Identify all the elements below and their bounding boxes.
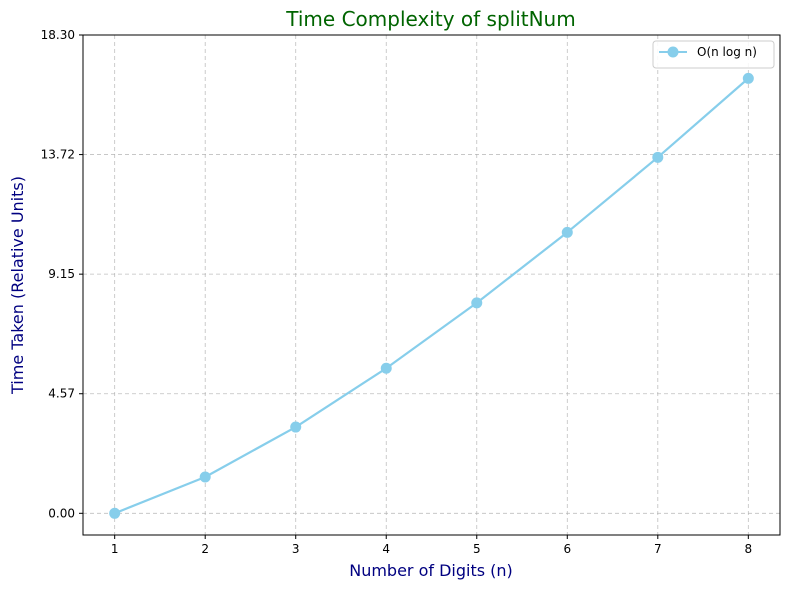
x-axis-ticks: 1 2 3 4 5 6 7 8 — [111, 535, 752, 556]
series-layer — [109, 72, 754, 519]
data-point — [742, 72, 754, 84]
data-point — [471, 297, 483, 309]
y-tick-label: 9.15 — [48, 267, 75, 281]
x-tick-label: 6 — [563, 542, 571, 556]
y-tick-label: 0.00 — [48, 506, 75, 520]
x-tick-label: 3 — [292, 542, 300, 556]
y-axis-label: Time Taken (Relative Units) — [8, 176, 27, 395]
y-tick-label: 13.72 — [41, 148, 75, 162]
x-axis-label: Number of Digits (n) — [349, 561, 513, 580]
series-line — [114, 77, 750, 515]
data-point — [561, 226, 573, 238]
legend-label: O(n log n) — [697, 45, 757, 59]
x-tick-label: 7 — [654, 542, 662, 556]
data-point — [652, 151, 664, 163]
y-axis-ticks: 0.00 4.57 9.15 13.72 18.30 — [41, 28, 83, 520]
plot-area-frame — [82, 34, 781, 536]
data-point — [199, 471, 211, 483]
y-tick-label: 4.57 — [48, 387, 75, 401]
x-tick-label: 2 — [201, 542, 209, 556]
x-tick-label: 1 — [111, 542, 119, 556]
legend: O(n log n) — [652, 40, 775, 69]
legend-marker-swatch — [667, 46, 679, 58]
x-tick-label: 5 — [473, 542, 481, 556]
x-tick-label: 8 — [744, 542, 752, 556]
grid — [83, 34, 780, 535]
y-tick-label: 18.30 — [41, 28, 75, 42]
data-point — [290, 421, 302, 433]
chart-title: Time Complexity of splitNum — [285, 7, 575, 31]
x-tick-label: 4 — [382, 542, 390, 556]
data-point — [380, 362, 392, 374]
legend-box — [652, 40, 775, 69]
data-point — [109, 507, 121, 519]
